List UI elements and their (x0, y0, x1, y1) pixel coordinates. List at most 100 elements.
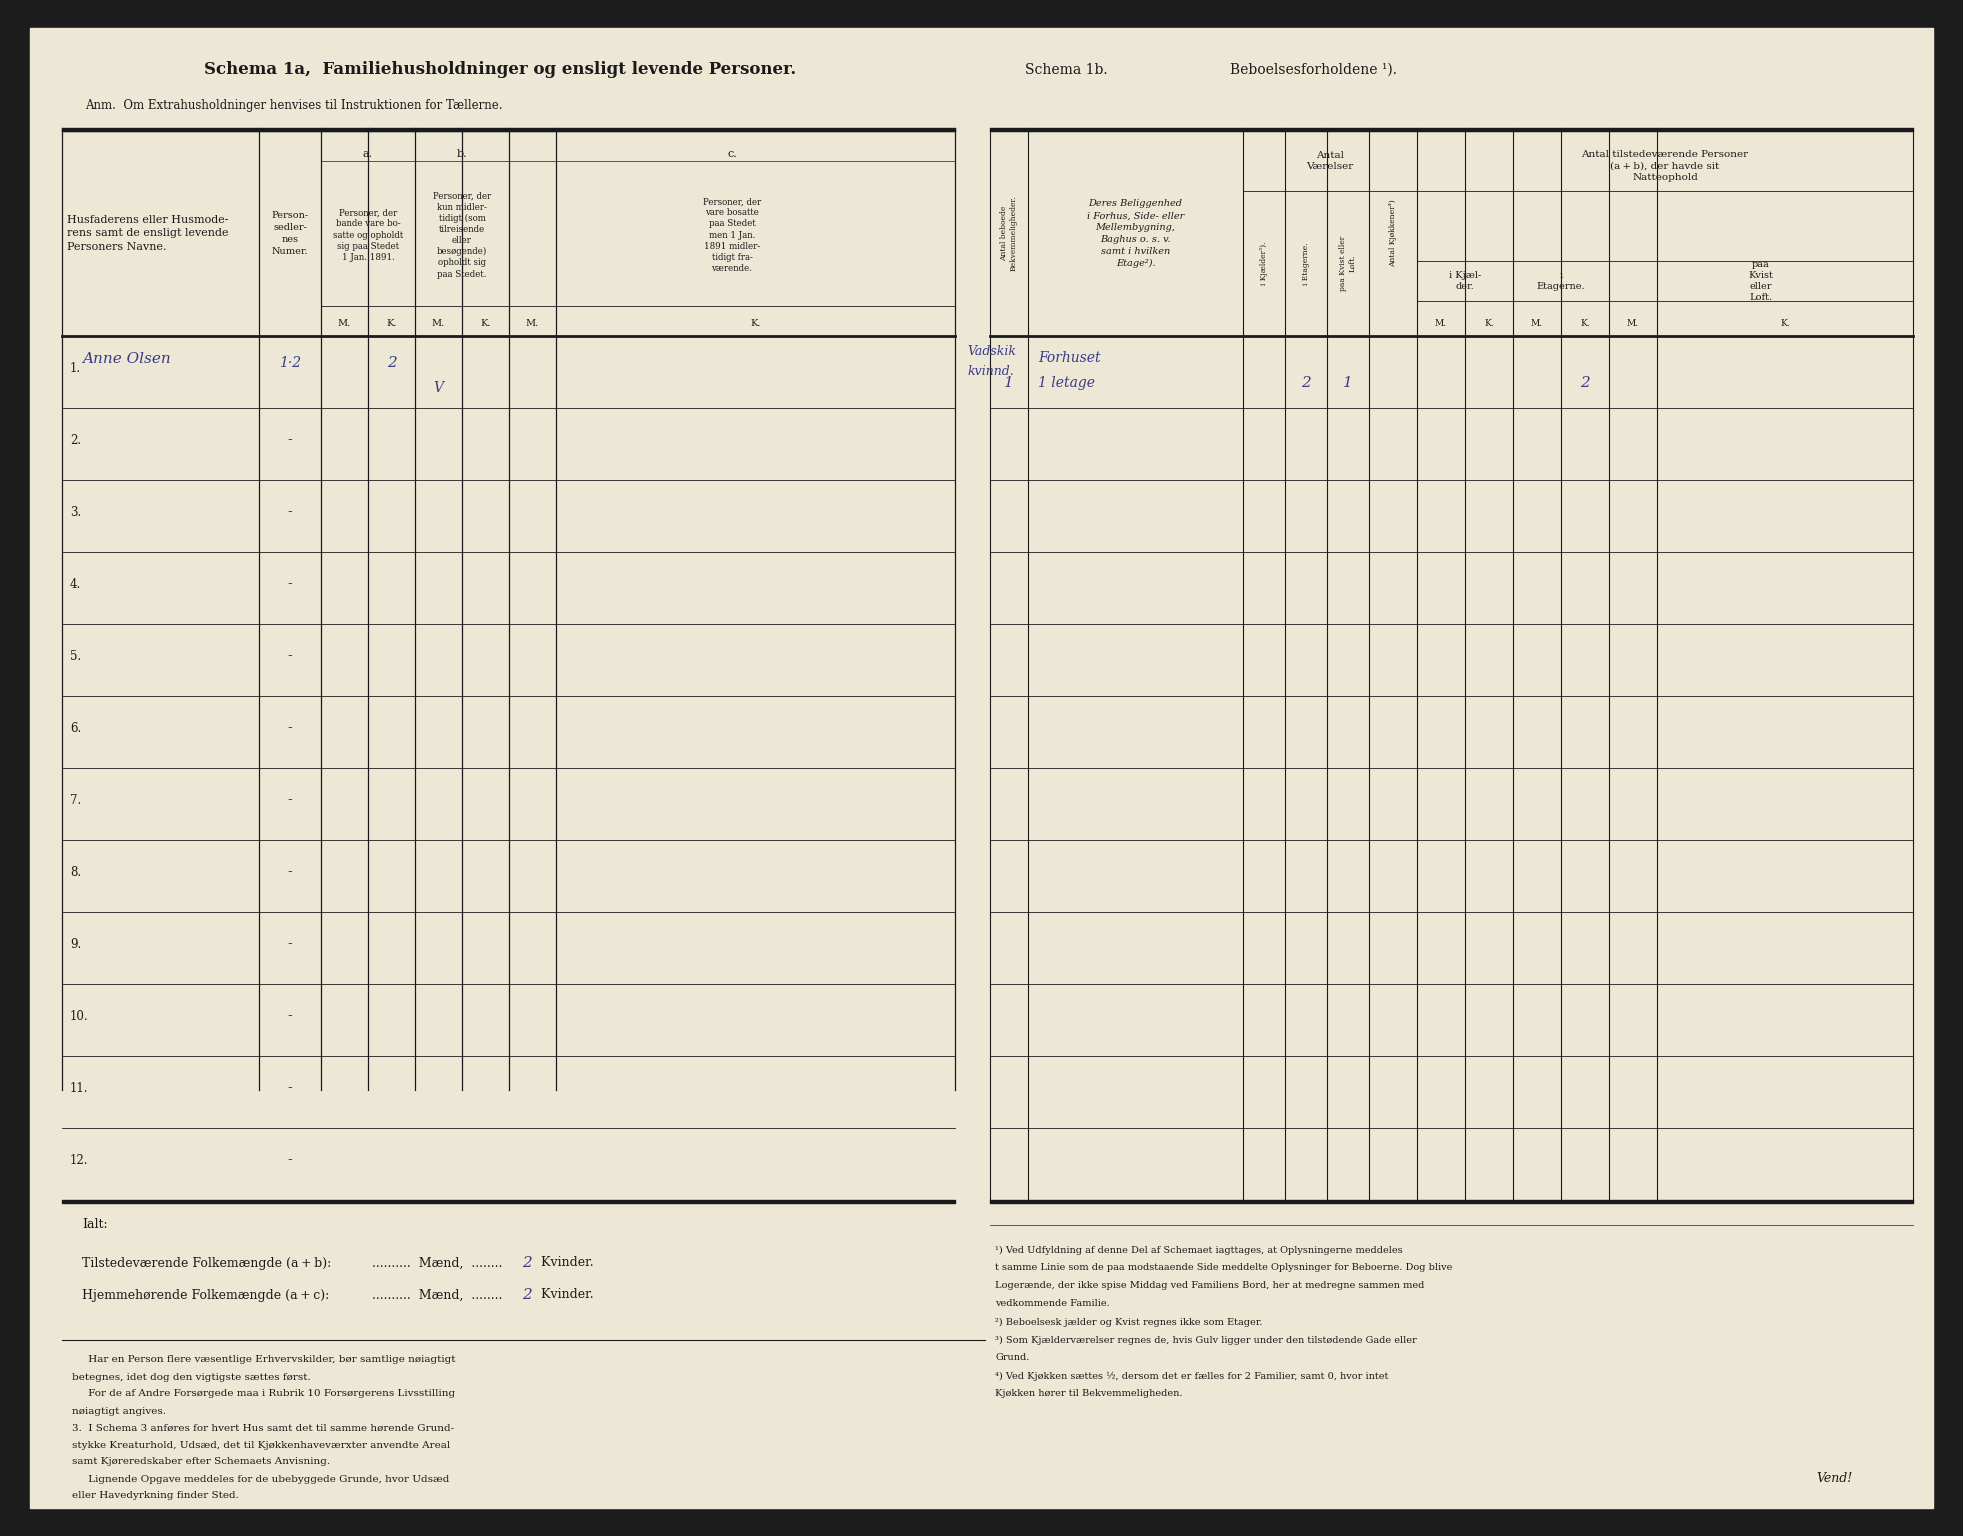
Text: Antal beboede
Bekvemmeligheder.: Antal beboede Bekvemmeligheder. (1001, 195, 1017, 272)
Text: K.: K. (387, 318, 397, 327)
Text: 1: 1 (1343, 376, 1353, 390)
Text: Tilstedeværende Folkemængde (a + b):: Tilstedeværende Folkemængde (a + b): (82, 1256, 332, 1269)
Text: stykke Kreaturhold, Udsæd, det til Kjøkkenhaveværxter anvendte Areal: stykke Kreaturhold, Udsæd, det til Kjøkk… (73, 1441, 450, 1450)
Text: For de af Andre Forsørgede maa i Rubrik 10 Forsørgerens Livsstilling: For de af Andre Forsørgede maa i Rubrik … (73, 1390, 455, 1398)
Text: Kvinder.: Kvinder. (538, 1256, 593, 1269)
Text: K.: K. (481, 318, 491, 327)
Text: i Kjælder³).: i Kjælder³). (1260, 241, 1268, 286)
Text: Antal tilstedeværende Personer
(a + b), der havde sit
Natteophold: Antal tilstedeværende Personer (a + b), … (1582, 149, 1749, 183)
Text: Person-
sedler-
nes
Numer.: Person- sedler- nes Numer. (271, 212, 308, 255)
Bar (989, 1200, 1914, 1203)
Text: K.: K. (1580, 319, 1590, 329)
Bar (63, 1200, 956, 1203)
Text: kvinnd.: kvinnd. (968, 366, 1013, 378)
Text: 2.: 2. (71, 433, 80, 447)
Text: 12.: 12. (71, 1154, 88, 1167)
Text: Anne Olsen: Anne Olsen (82, 352, 171, 367)
Text: Personer, der
kun midler-
tidigt (som
tilreisende
eller
besøgende)
opholdt sig
p: Personer, der kun midler- tidigt (som ti… (434, 192, 491, 278)
Text: M.: M. (1435, 319, 1447, 329)
Text: M.: M. (1531, 319, 1543, 329)
Text: -: - (289, 578, 292, 591)
Text: Anm.  Om Extrahusholdninger henvises til Instruktionen for Tællerne.: Anm. Om Extrahusholdninger henvises til … (84, 98, 503, 112)
Text: ..........  Mænd,  ........: .......... Mænd, ........ (373, 1289, 503, 1301)
Text: Beboelsesforholdene ¹).: Beboelsesforholdene ¹). (1231, 63, 1398, 77)
Text: samt Kjøreredskaber efter Schemaets Anvisning.: samt Kjøreredskaber efter Schemaets Anvi… (73, 1458, 330, 1467)
Text: -: - (289, 650, 292, 664)
Text: 1 letage: 1 letage (1038, 376, 1095, 390)
Text: 10.: 10. (71, 1009, 88, 1023)
Text: ³) Som Kjælderværelser regnes de, hvis Gulv ligger under den tilstødende Gade el: ³) Som Kjælderværelser regnes de, hvis G… (995, 1335, 1417, 1344)
Text: 1: 1 (1005, 376, 1013, 390)
Text: Forhuset: Forhuset (1038, 350, 1101, 364)
Text: Personer, der
bande vare bo-
satte og opholdt
sig paa Stedet
1 Jan. 1891.: Personer, der bande vare bo- satte og op… (334, 209, 402, 261)
Bar (29, 28, 970, 1508)
Text: Logerænde, der ikke spise Middag ved Familiens Bord, her at medregne sammen med: Logerænde, der ikke spise Middag ved Fam… (995, 1281, 1425, 1290)
Text: Personer, der
vare bosatte
paa Stedet
men 1 Jan.
1891 midler-
tidigt fra-
værend: Personer, der vare bosatte paa Stedet me… (703, 197, 762, 273)
Text: 3.  I Schema 3 anføres for hvert Hus samt det til samme hørende Grund-: 3. I Schema 3 anføres for hvert Hus samt… (73, 1424, 453, 1433)
Text: 2: 2 (1580, 376, 1590, 390)
Text: M.: M. (1627, 319, 1639, 329)
Text: Husfaderens eller Husmode-
rens samt de ensligt levende
Personers Navne.: Husfaderens eller Husmode- rens samt de … (67, 215, 228, 252)
Text: Antal Kjøkkener⁴): Antal Kjøkkener⁴) (1390, 200, 1398, 267)
Text: -: - (289, 1081, 292, 1095)
Text: 5.: 5. (71, 650, 80, 664)
Text: Vadskik: Vadskik (968, 346, 1017, 358)
Text: i Etagerne.: i Etagerne. (1301, 243, 1309, 284)
Text: c.: c. (726, 149, 736, 160)
Text: 2: 2 (522, 1289, 532, 1303)
Text: vedkommende Familie.: vedkommende Familie. (995, 1299, 1109, 1309)
Text: -: - (289, 433, 292, 447)
Text: Grund.: Grund. (995, 1353, 1029, 1362)
Text: M.: M. (338, 318, 351, 327)
Text: Hjemmehørende Folkemængde (a + c):: Hjemmehørende Folkemængde (a + c): (82, 1289, 330, 1301)
Text: paa Kvist eller
Loft.: paa Kvist eller Loft. (1339, 237, 1356, 292)
Text: M.: M. (432, 318, 446, 327)
Text: Schema 1b.: Schema 1b. (1025, 63, 1107, 77)
Text: Lignende Opgave meddeles for de ubebyggede Grunde, hvor Udsæd: Lignende Opgave meddeles for de ubebygge… (73, 1475, 450, 1484)
Bar (989, 127, 1914, 131)
Bar (63, 127, 956, 131)
Text: t samme Linie som de paa modstaaende Side meddelte Oplysninger for Beboerne. Dog: t samme Linie som de paa modstaaende Sid… (995, 1264, 1453, 1272)
Text: Kjøkken hører til Bekvemmeligheden.: Kjøkken hører til Bekvemmeligheden. (995, 1390, 1182, 1398)
Text: 2: 2 (387, 356, 397, 370)
Text: betegnes, idet dog den vigtigste sættes først.: betegnes, idet dog den vigtigste sættes … (73, 1373, 310, 1381)
Text: 1·2: 1·2 (279, 356, 300, 370)
Text: Antal
Værelser: Antal Værelser (1305, 152, 1354, 170)
Text: 2: 2 (1301, 376, 1311, 390)
Text: paa
Kvist
eller
Loft.: paa Kvist eller Loft. (1749, 260, 1773, 303)
Text: Schema 1a,  Familiehusholdninger og ensligt levende Personer.: Schema 1a, Familiehusholdninger og ensli… (204, 61, 797, 78)
Text: i
Etagerne.: i Etagerne. (1537, 270, 1586, 290)
Text: 1.: 1. (71, 362, 80, 375)
Text: 7.: 7. (71, 794, 80, 806)
Text: -: - (289, 505, 292, 519)
Text: 3.: 3. (71, 505, 80, 519)
Text: nøiagtigt angives.: nøiagtigt angives. (73, 1407, 167, 1416)
Text: ²) Beboelsesk jælder og Kvist regnes ikke som Etager.: ²) Beboelsesk jælder og Kvist regnes ikk… (995, 1318, 1262, 1327)
Text: 8.: 8. (71, 866, 80, 879)
Text: ⁴) Ved Kjøkken sættes ½, dersom det er fælles for 2 Familier, samt 0, hvor intet: ⁴) Ved Kjøkken sættes ½, dersom det er f… (995, 1372, 1388, 1381)
Text: V: V (434, 381, 444, 395)
Text: -: - (289, 1154, 292, 1167)
Text: K.: K. (750, 318, 762, 327)
Text: -: - (289, 1009, 292, 1023)
Text: Kvinder.: Kvinder. (538, 1289, 593, 1301)
Text: 11.: 11. (71, 1081, 88, 1095)
Text: ..........  Mænd,  ........: .......... Mænd, ........ (373, 1256, 503, 1269)
Text: -: - (289, 937, 292, 951)
Text: a.: a. (363, 149, 373, 160)
Text: -: - (289, 794, 292, 808)
Text: i Kjæl-
der.: i Kjæl- der. (1449, 270, 1482, 290)
Text: 6.: 6. (71, 722, 80, 734)
Text: Har en Person flere væsentlige Erhvervskilder, bør samtlige nøiagtigt: Har en Person flere væsentlige Erhvervsk… (73, 1355, 455, 1364)
Text: eller Havedyrkning finder Sted.: eller Havedyrkning finder Sted. (73, 1491, 239, 1501)
Text: 2: 2 (522, 1256, 532, 1270)
Text: -: - (289, 865, 292, 880)
Text: Ialt:: Ialt: (82, 1218, 108, 1232)
Text: K.: K. (1484, 319, 1494, 329)
Text: ¹) Ved Udfyldning af denne Del af Schemaet iagttages, at Oplysningerne meddeles: ¹) Ved Udfyldning af denne Del af Schema… (995, 1246, 1404, 1255)
Bar (970, 28, 1934, 1508)
Text: 9.: 9. (71, 938, 80, 951)
Text: -: - (289, 722, 292, 736)
Text: Deres Beliggenhed
i Forhus, Side- eller
Mellembygning,
Baghus o. s. v.
samt i hv: Deres Beliggenhed i Forhus, Side- eller … (1088, 200, 1184, 267)
Text: 4.: 4. (71, 578, 80, 591)
